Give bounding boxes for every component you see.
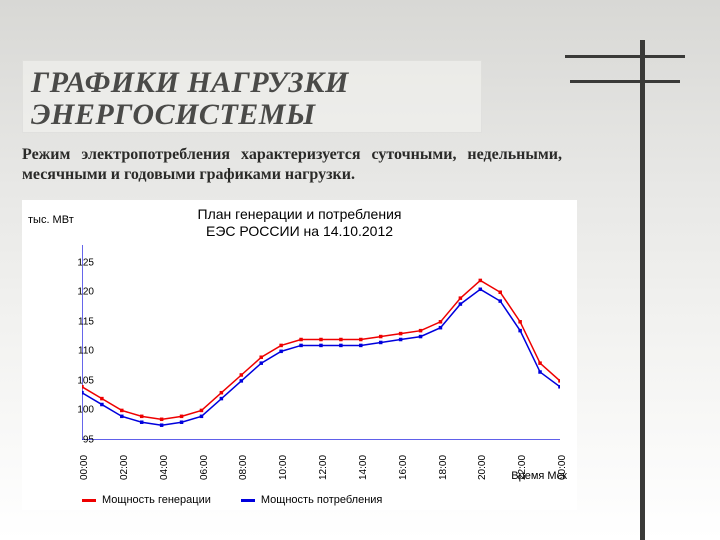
page-title-line2: ЭНЕРГОСИСТЕМЫ <box>31 99 473 131</box>
chart-title-line1: План генерации и потребления <box>198 206 402 222</box>
y-tick-label: 120 <box>77 287 94 298</box>
x-tick-label: 02:00 <box>119 455 130 480</box>
legend-item-generation: Мощность генерации <box>82 494 211 506</box>
x-tick-label: 00:00 <box>79 455 90 480</box>
chart-title-line2: ЕЭС РОССИИ на 14.10.2012 <box>206 223 393 239</box>
y-tick-label: 125 <box>77 257 94 268</box>
pole-crossarm <box>565 55 685 58</box>
legend-label-consumption: Мощность потребления <box>261 494 382 506</box>
chart-title: План генерации и потребления ЕЭС РОССИИ … <box>22 206 577 240</box>
x-tick-label: 04:00 <box>159 455 170 480</box>
y-tick-label: 95 <box>83 435 94 446</box>
y-tick-label: 100 <box>77 405 94 416</box>
x-axis-label: Время Мск <box>511 470 567 482</box>
legend: Мощность генерации Мощность потребления <box>82 494 382 506</box>
pole-crossarm <box>570 80 680 83</box>
legend-swatch-generation <box>82 499 96 502</box>
chart-panel: тыс. МВт План генерации и потребления ЕЭ… <box>22 200 577 510</box>
y-tick-label: 110 <box>78 346 94 357</box>
utility-pole <box>640 40 645 540</box>
plot-area <box>82 245 560 440</box>
x-tick-label: 06:00 <box>199 455 210 480</box>
x-tick-label: 10:00 <box>278 455 289 480</box>
x-tick-label: 08:00 <box>238 455 249 480</box>
legend-item-consumption: Мощность потребления <box>241 494 382 506</box>
chart-svg <box>82 245 560 440</box>
x-tick-label: 20:00 <box>477 455 488 480</box>
x-tick-label: 18:00 <box>438 455 449 480</box>
x-tick-label: 12:00 <box>318 455 329 480</box>
y-tick-label: 105 <box>77 375 94 386</box>
subtitle-block: Режим электропотребления характеризуется… <box>22 145 562 185</box>
legend-label-generation: Мощность генерации <box>102 494 211 506</box>
y-tick-label: 115 <box>78 316 94 327</box>
subtitle-text: Режим электропотребления характеризуется… <box>22 145 562 185</box>
page-title-line1: ГРАФИКИ НАГРУЗКИ <box>31 67 473 99</box>
title-block: ГРАФИКИ НАГРУЗКИ ЭНЕРГОСИСТЕМЫ <box>22 60 482 133</box>
x-tick-label: 16:00 <box>398 455 409 480</box>
x-tick-label: 14:00 <box>358 455 369 480</box>
legend-swatch-consumption <box>241 499 255 502</box>
